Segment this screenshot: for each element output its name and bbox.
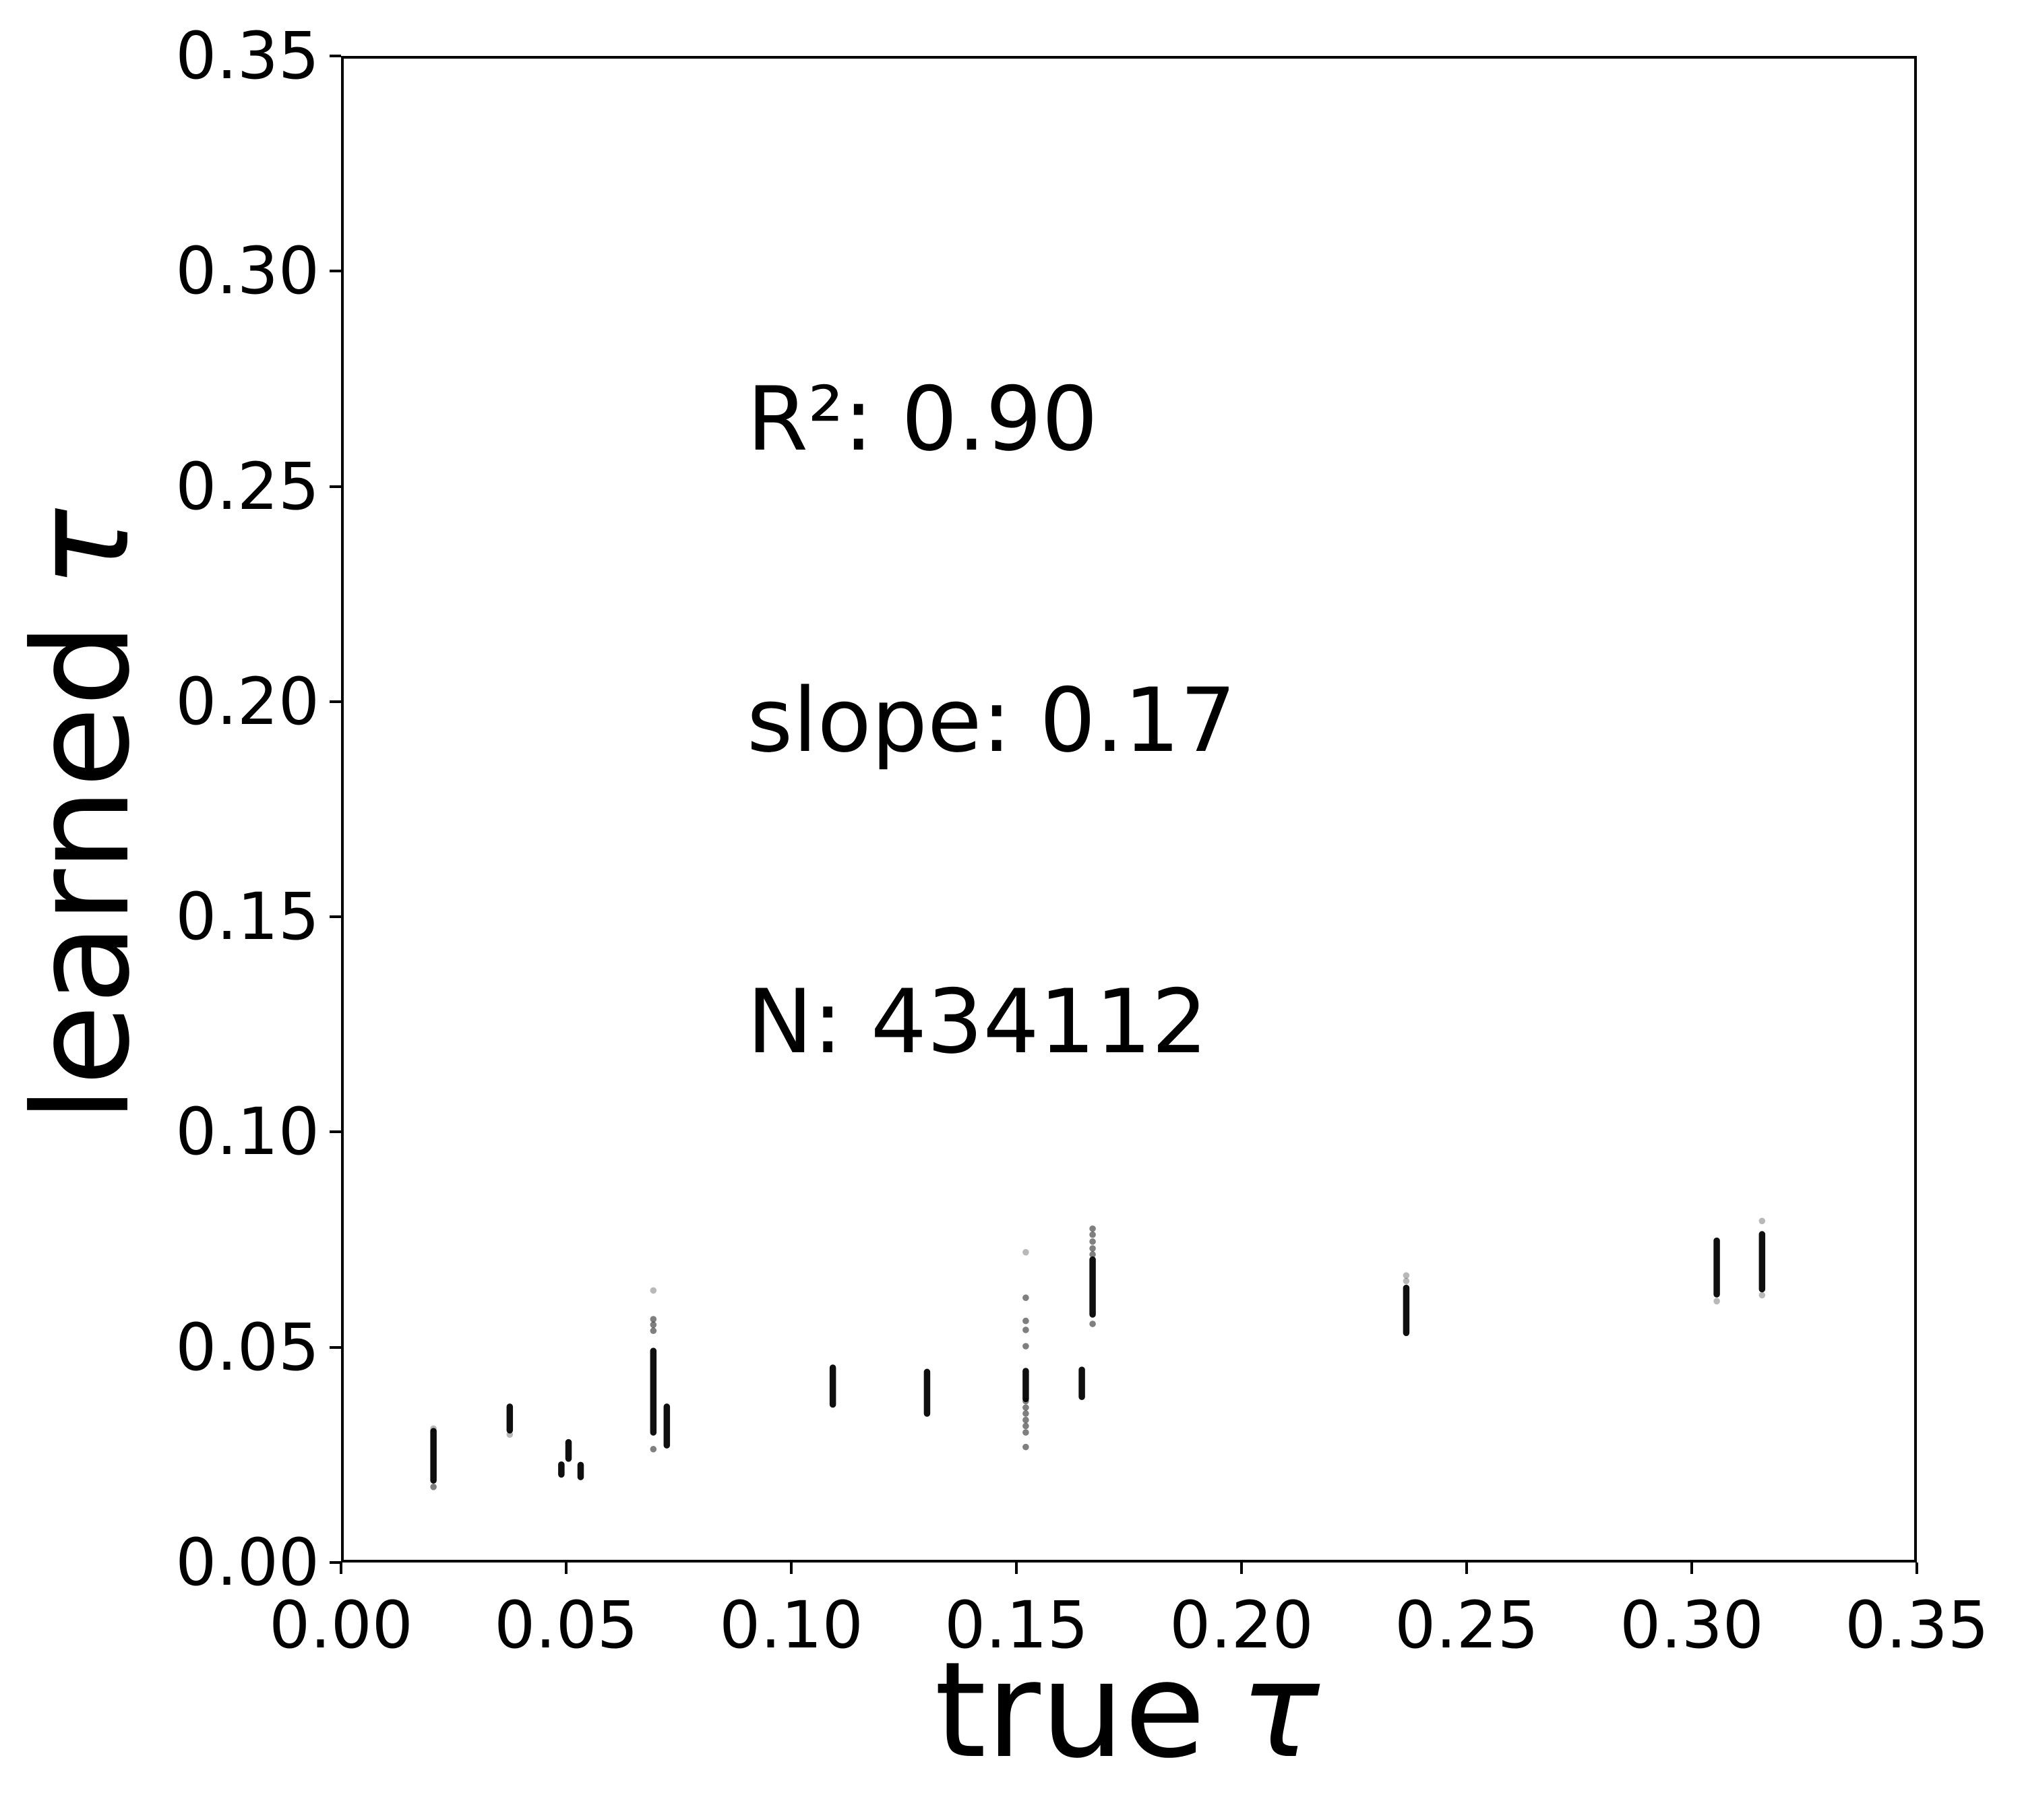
scatter-dot-faint	[1713, 1298, 1720, 1305]
y-tick	[330, 485, 341, 488]
scatter-dot	[1089, 1251, 1096, 1258]
scatter-dot	[650, 1327, 657, 1335]
y-tick	[330, 1130, 341, 1134]
x-tick-label: 0.10	[719, 1587, 863, 1663]
y-tick	[330, 55, 341, 57]
x-tick	[340, 1563, 342, 1574]
scatter-dot	[1022, 1294, 1029, 1302]
scatter-dot	[1022, 1317, 1029, 1325]
y-tick-label: 0.25	[175, 448, 319, 524]
plot-area: R²: 0.90 slope: 0.17 N: 434112	[341, 56, 1917, 1563]
scatter-dot-faint	[430, 1425, 437, 1432]
x-tick	[790, 1563, 793, 1574]
scatter-dot	[1022, 1404, 1029, 1411]
stats-annotation: R²: 0.90 slope: 0.17 N: 434112	[747, 168, 1236, 1273]
y-tick-label: 0.00	[175, 1525, 319, 1600]
scatter-dot	[1022, 1429, 1029, 1436]
scatter-dot	[1022, 1410, 1029, 1417]
scatter-dot	[1022, 1416, 1029, 1424]
y-tick	[330, 700, 341, 703]
x-tick	[1916, 1563, 1918, 1574]
scatter-dot	[650, 1321, 657, 1329]
x-tick-label: 0.15	[944, 1587, 1089, 1663]
y-tick-label: 0.20	[175, 663, 319, 739]
n-count-text: N: 434112	[747, 970, 1208, 1073]
scatter-dot	[1022, 1397, 1029, 1405]
scatter-dot	[650, 1446, 657, 1453]
scatter-dot	[650, 1316, 657, 1323]
x-tick	[1015, 1563, 1018, 1574]
scatter-dot	[1089, 1225, 1096, 1232]
slope-text: slope: 0.17	[747, 669, 1237, 772]
x-tick	[1240, 1563, 1243, 1574]
y-tick	[330, 270, 341, 273]
y-axis-title: learnedτ	[5, 509, 159, 1122]
scatter-dot-faint	[650, 1287, 657, 1294]
y-tick	[330, 915, 341, 919]
scatter-dot-faint	[1403, 1272, 1410, 1279]
scatter-dot-faint	[1758, 1217, 1766, 1225]
x-axis-title-text: true	[934, 1634, 1206, 1788]
scatter-dot	[1089, 1245, 1096, 1252]
scatter-dot	[1089, 1238, 1096, 1245]
y-tick-label: 0.05	[175, 1309, 319, 1385]
x-tick-label: 0.20	[1169, 1587, 1314, 1663]
x-tick-label: 0.05	[494, 1587, 638, 1663]
scatter-points	[430, 1217, 1766, 1490]
r-squared-text: R²: 0.90	[747, 367, 1098, 471]
x-tick-label: 0.25	[1395, 1587, 1539, 1663]
x-axis-title: true τ	[934, 1643, 1319, 1778]
x-tick	[1690, 1563, 1693, 1574]
x-tick-label: 0.35	[1845, 1587, 1989, 1663]
scatter-dot	[1089, 1321, 1096, 1327]
scatter-dot-faint	[1403, 1277, 1410, 1285]
scatter-dot-faint	[1022, 1248, 1029, 1256]
scatter-dot	[1022, 1422, 1029, 1430]
y-tick-label: 0.10	[175, 1094, 319, 1170]
tau-symbol: τ	[1239, 1634, 1320, 1788]
scatter-dot	[1022, 1343, 1029, 1349]
scatter-dot-faint	[506, 1431, 514, 1438]
x-tick	[1465, 1563, 1468, 1574]
scatter-dot	[430, 1484, 437, 1490]
y-tick	[330, 1561, 341, 1564]
scatter-dot-faint	[1758, 1292, 1766, 1299]
y-tick-label: 0.30	[175, 233, 319, 309]
x-tick	[565, 1563, 568, 1574]
y-tick-label: 0.35	[175, 18, 319, 94]
x-tick-label: 0.30	[1620, 1587, 1764, 1663]
x-tick-label: 0.00	[269, 1587, 413, 1663]
scatter-dot	[1089, 1231, 1096, 1238]
y-tick	[330, 1345, 341, 1349]
scatter-dot	[1022, 1443, 1029, 1451]
y-tick-label: 0.15	[175, 879, 319, 955]
scatter-dot	[1022, 1327, 1029, 1333]
